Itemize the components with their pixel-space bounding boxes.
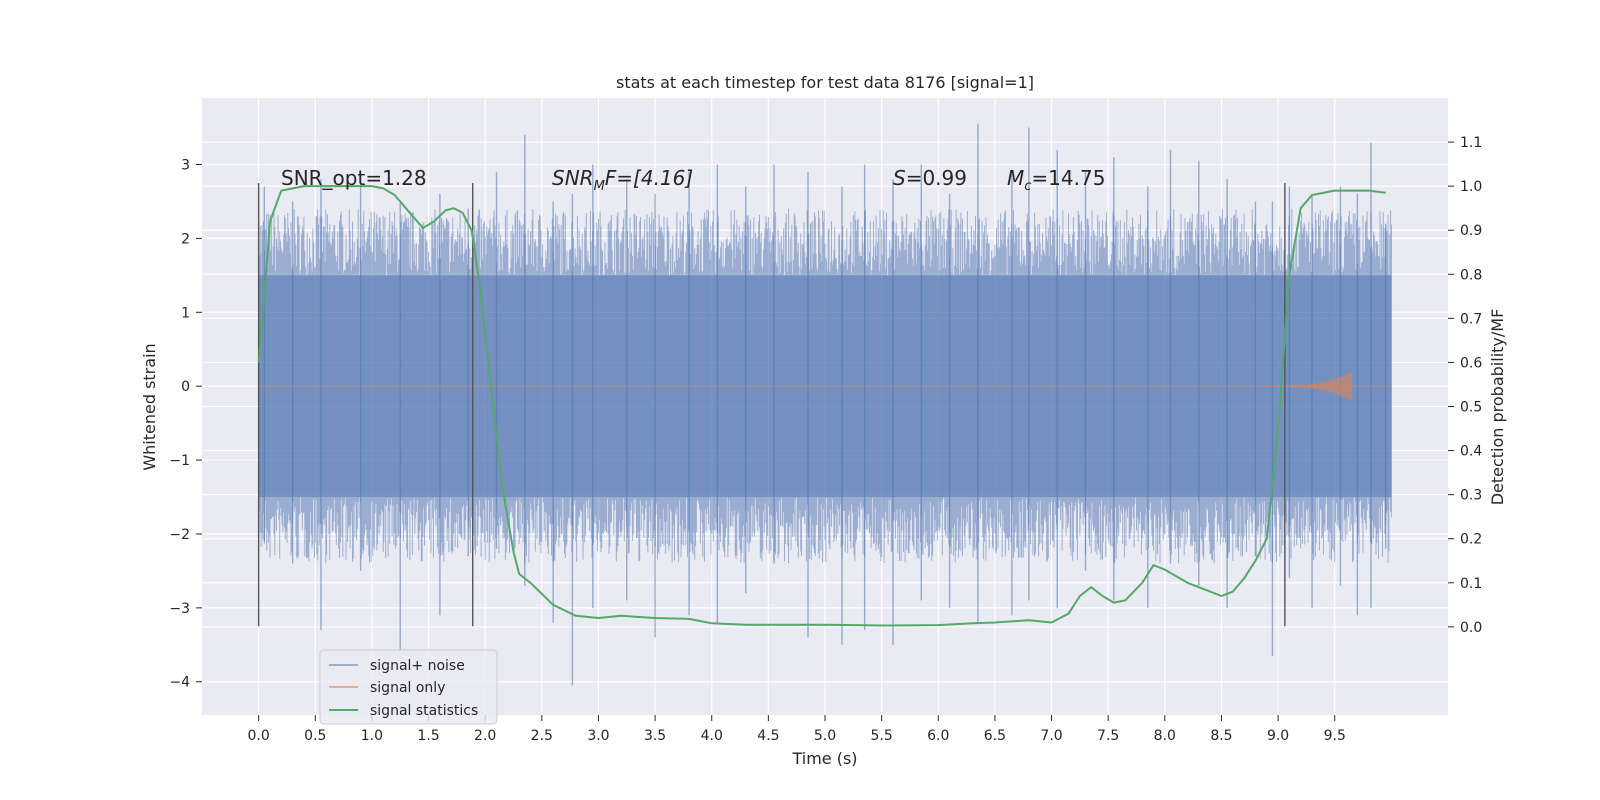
y2-tick-labels: 1.1 1.0 0.9 0.8 0.7 0.6 0.5 0.4 0.3 0.2 0.1 0.0	[1448, 135, 1482, 636]
x-tick-label: 9.0	[1267, 728, 1289, 744]
y2-tick-label: 0.9	[1460, 223, 1482, 239]
y-tick-label: 0	[181, 379, 190, 395]
y2-tick-label: 0.6	[1460, 355, 1482, 371]
legend-label-stats: signal statistics	[370, 703, 478, 719]
y2-tick-label: 0.1	[1460, 576, 1482, 592]
x-tick-label: 7.5	[1097, 728, 1119, 744]
x-tick-label: 1.5	[417, 728, 439, 744]
y-tick-labels: 3 2 1 0 −1 −2 −3 −4	[169, 158, 202, 691]
annotation-snr-mf: SNRMF=[4.16]	[552, 166, 693, 194]
y-tick-label: −4	[169, 675, 190, 691]
x-tick-label: 8.0	[1154, 728, 1176, 744]
y-tick-label: −2	[169, 527, 190, 543]
x-tick-label: 3.5	[644, 728, 666, 744]
x-tick-label: 6.0	[927, 728, 949, 744]
x-tick-label: 5.5	[871, 728, 893, 744]
legend: signal+ noise signal only signal statist…	[319, 649, 498, 725]
y-axis-title: Whitened strain	[140, 343, 159, 470]
x-tick-label: 9.5	[1324, 728, 1346, 744]
legend-box	[319, 649, 498, 725]
x-tick-label: 6.5	[984, 728, 1006, 744]
y-tick-label: 1	[181, 305, 190, 321]
y2-tick-label: 1.0	[1460, 179, 1482, 195]
y2-tick-label: 0.0	[1460, 620, 1482, 636]
x-tick-label: 0.5	[304, 728, 326, 744]
x-tick-labels: 0.0 0.5 1.0 1.5 2.0 2.5 3.0 3.5 4.0 4.5 5.0 5.5 6.0 6…	[248, 715, 1346, 744]
y2-tick-label: 0.4	[1460, 444, 1482, 460]
y2-tick-label: 0.5	[1460, 400, 1482, 416]
x-tick-label: 4.5	[757, 728, 779, 744]
y2-tick-label: 1.1	[1460, 135, 1482, 151]
vertical-markers	[257, 182, 1286, 627]
x-tick-label: 2.0	[474, 728, 496, 744]
y2-axis-title: Detection probability/MF	[1488, 309, 1507, 506]
stats-line	[257, 185, 1386, 627]
chart-title: stats at each timestep for test data 817…	[616, 73, 1034, 92]
y-tick-label: −3	[169, 601, 190, 617]
x-tick-label: 0.0	[248, 728, 270, 744]
annotation-s: S=0.99	[893, 166, 967, 190]
y-tick-label: −1	[169, 453, 190, 469]
x-axis-title: Time (s)	[791, 749, 857, 768]
y2-tick-label: 0.2	[1460, 532, 1482, 548]
y2-tick-label: 0.7	[1460, 311, 1482, 327]
legend-label-signal: signal only	[370, 680, 445, 696]
annotation-mc: Mc=14.75	[1007, 166, 1105, 194]
y2-tick-label: 0.3	[1460, 488, 1482, 504]
x-tick-label: 8.5	[1210, 728, 1232, 744]
y2-tick-label: 0.8	[1460, 267, 1482, 283]
x-tick-label: 4.0	[701, 728, 723, 744]
signal-statistics-series	[257, 185, 1386, 627]
x-tick-label: 5.0	[814, 728, 836, 744]
legend-label-noise: signal+ noise	[370, 658, 465, 674]
x-tick-label: 1.0	[361, 728, 383, 744]
y-tick-label: 3	[181, 158, 190, 174]
annotation-snr-opt: SNR_opt=1.28	[281, 166, 427, 190]
x-tick-label: 2.5	[531, 728, 553, 744]
x-tick-label: 3.0	[587, 728, 609, 744]
y-tick-label: 2	[181, 231, 190, 247]
x-tick-label: 7.0	[1040, 728, 1062, 744]
